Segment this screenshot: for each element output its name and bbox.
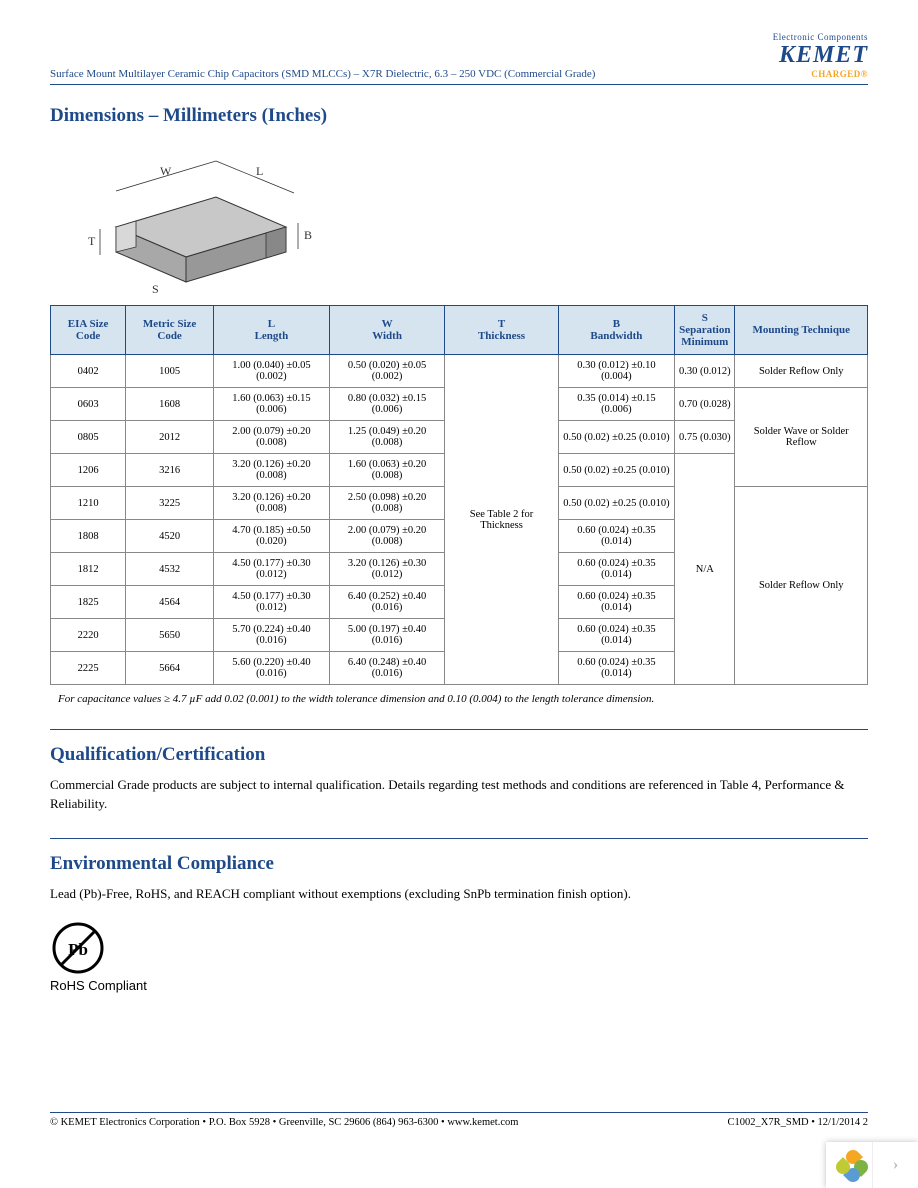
table-cell: 0.75 (0.030) [675,421,735,454]
table-cell: 0.30 (0.012) [675,355,735,388]
table-cell: 4520 [126,520,214,553]
table-cell: 1.00 (0.040) ±0.05 (0.002) [214,355,330,388]
dim-label-t: T [88,234,96,248]
svg-text:Pb: Pb [68,940,88,959]
footer-left: © KEMET Electronics Corporation • P.O. B… [50,1117,518,1128]
table-cell: 4532 [126,553,214,586]
rohs-badge: Pb RoHS Compliant [50,920,868,993]
table-cell: 3216 [126,454,214,487]
table-cell: 1.25 (0.049) ±0.20 (0.008) [329,421,445,454]
header-subtitle: Surface Mount Multilayer Ceramic Chip Ca… [50,40,773,80]
table-cell: 0603 [51,388,126,421]
th-metric: Metric Size Code [126,306,214,355]
th-length: LLength [214,306,330,355]
table-cell: 1808 [51,520,126,553]
table-cell: N/A [675,454,735,685]
table-cell: 5650 [126,619,214,652]
table-cell: 0.50 (0.020) ±0.05 (0.002) [329,355,445,388]
qualification-heading: Qualification/Certification [50,744,868,766]
env-heading: Environmental Compliance [50,853,868,875]
table-cell: 0.60 (0.024) ±0.35 (0.014) [558,520,674,553]
table-cell: 0.50 (0.02) ±0.25 (0.010) [558,487,674,520]
table-cell: 6.40 (0.248) ±0.40 (0.016) [329,652,445,685]
table-cell: 5.70 (0.224) ±0.40 (0.016) [214,619,330,652]
table-cell: 0.60 (0.024) ±0.35 (0.014) [558,652,674,685]
table-cell: 3.20 (0.126) ±0.30 (0.012) [329,553,445,586]
table-cell: 4.50 (0.177) ±0.30 (0.012) [214,553,330,586]
dim-label-s: S [152,282,159,296]
table-cell: 3225 [126,487,214,520]
table-footnote: For capacitance values ≥ 4.7 µF add 0.02… [58,693,868,705]
table-cell: 0805 [51,421,126,454]
table-cell: 4.70 (0.185) ±0.50 (0.020) [214,520,330,553]
floating-nav[interactable]: › [826,1142,918,1188]
logo-tagline: CHARGED® [773,69,868,79]
table-cell: 0.50 (0.02) ±0.25 (0.010) [558,454,674,487]
table-cell: Solder Wave or Solder Reflow [735,388,868,487]
table-cell: 1608 [126,388,214,421]
table-cell: 2012 [126,421,214,454]
table-cell: See Table 2 for Thickness [445,355,558,685]
env-text: Lead (Pb)-Free, RoHS, and REACH complian… [50,885,868,904]
divider [50,729,868,730]
table-row: 040210051.00 (0.040) ±0.05 (0.002)0.50 (… [51,355,868,388]
dim-label-l: L [256,164,263,178]
table-cell: 5.60 (0.220) ±0.40 (0.016) [214,652,330,685]
qualification-text: Commercial Grade products are subject to… [50,776,868,814]
table-cell: 3.20 (0.126) ±0.20 (0.008) [214,454,330,487]
dim-label-w: W [160,164,172,178]
logo-topline: Electronic Components [773,32,868,42]
table-cell: 0.35 (0.014) ±0.15 (0.006) [558,388,674,421]
dimensions-heading: Dimensions – Millimeters (Inches) [50,105,868,127]
table-cell: 4564 [126,586,214,619]
table-cell: 0.70 (0.028) [675,388,735,421]
table-cell: 4.50 (0.177) ±0.30 (0.012) [214,586,330,619]
table-cell: Solder Reflow Only [735,487,868,685]
table-cell: 1005 [126,355,214,388]
table-cell: 3.20 (0.126) ±0.20 (0.008) [214,487,330,520]
table-cell: 1210 [51,487,126,520]
table-cell: 0.80 (0.032) ±0.15 (0.006) [329,388,445,421]
th-bandwidth: BBandwidth [558,306,674,355]
th-separation: SSeparationMinimum [675,306,735,355]
chip-dimension-diagram: W L B T S [56,137,316,297]
dimensions-table: EIA Size Code Metric Size Code LLength W… [50,305,868,685]
table-cell: 1206 [51,454,126,487]
table-cell: 2220 [51,619,126,652]
th-mounting: Mounting Technique [735,306,868,355]
rohs-label: RoHS Compliant [50,978,868,993]
divider [50,838,868,839]
flower-icon[interactable] [826,1142,872,1188]
table-cell: 0.30 (0.012) ±0.10 (0.004) [558,355,674,388]
next-arrow-icon[interactable]: › [872,1142,918,1188]
table-cell: Solder Reflow Only [735,355,868,388]
table-cell: 5664 [126,652,214,685]
table-cell: 2.00 (0.079) ±0.20 (0.008) [329,520,445,553]
table-cell: 1.60 (0.063) ±0.20 (0.008) [329,454,445,487]
th-eia: EIA Size Code [51,306,126,355]
table-cell: 5.00 (0.197) ±0.40 (0.016) [329,619,445,652]
page-footer: © KEMET Electronics Corporation • P.O. B… [50,1112,868,1128]
table-cell: 0.60 (0.024) ±0.35 (0.014) [558,553,674,586]
pb-free-icon: Pb [50,920,106,976]
footer-right: C1002_X7R_SMD • 12/1/2014 2 [728,1117,868,1128]
table-cell: 0402 [51,355,126,388]
table-cell: 6.40 (0.252) ±0.40 (0.016) [329,586,445,619]
logo-main: KEMET [773,42,868,69]
table-cell: 0.50 (0.02) ±0.25 (0.010) [558,421,674,454]
table-cell: 2225 [51,652,126,685]
table-cell: 0.60 (0.024) ±0.35 (0.014) [558,586,674,619]
th-thickness: TThickness [445,306,558,355]
brand-logo: Electronic Components KEMET CHARGED® [773,32,868,79]
dim-label-b: B [304,228,312,242]
table-cell: 1825 [51,586,126,619]
table-cell: 0.60 (0.024) ±0.35 (0.014) [558,619,674,652]
table-cell: 2.50 (0.098) ±0.20 (0.008) [329,487,445,520]
table-cell: 1812 [51,553,126,586]
table-cell: 2.00 (0.079) ±0.20 (0.008) [214,421,330,454]
th-width: WWidth [329,306,445,355]
table-cell: 1.60 (0.063) ±0.15 (0.006) [214,388,330,421]
page-header: Surface Mount Multilayer Ceramic Chip Ca… [50,40,868,85]
